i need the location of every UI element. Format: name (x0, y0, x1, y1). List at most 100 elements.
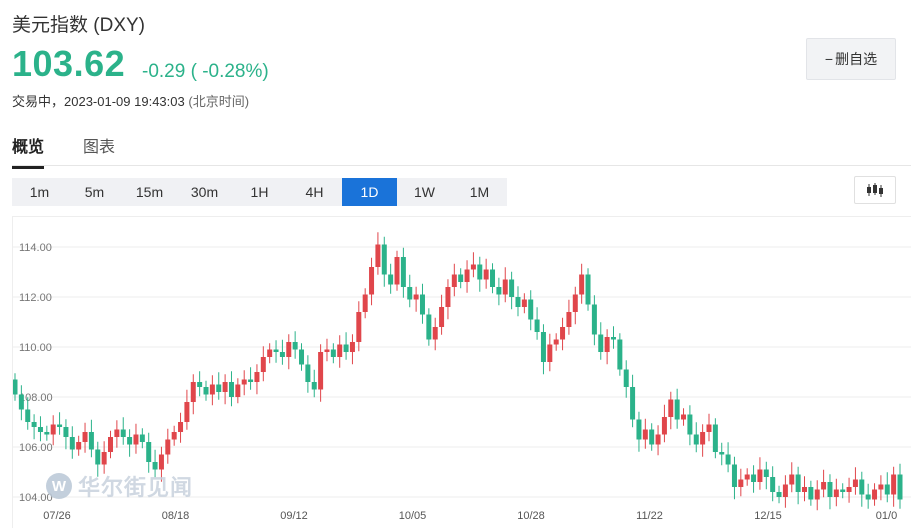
candle-body (318, 352, 324, 390)
candle-body (490, 269, 496, 287)
period-1mo[interactable]: 1M (469, 184, 490, 200)
price-chart[interactable]: 114.00 112.00 110.00 108.00 106.00 104.00 07/2… (12, 216, 911, 528)
period-4h[interactable]: 4H (305, 184, 324, 200)
candle-body (477, 264, 483, 280)
candle-body (228, 382, 234, 397)
chart-type-button[interactable] (854, 176, 896, 204)
candle-body (108, 437, 114, 452)
candlestick-chart: 114.00 112.00 110.00 108.00 106.00 104.00 07/2… (13, 232, 911, 522)
tab-overview[interactable]: 概览 (12, 133, 45, 169)
candle-body (572, 294, 578, 312)
candle-body (400, 257, 406, 287)
candle-body (878, 484, 884, 490)
candle-body (222, 382, 228, 392)
candle-body (413, 294, 419, 300)
candle-body (426, 314, 432, 340)
candle-body (388, 274, 394, 285)
candle-body (706, 424, 712, 432)
candle-body (407, 287, 413, 300)
candle-body (731, 464, 737, 487)
candle-body (88, 432, 94, 450)
candle-body (31, 422, 37, 427)
candle-body (827, 482, 833, 497)
candle-body (241, 379, 247, 385)
candle-body (184, 402, 190, 422)
y-tick-label: 114.00 (19, 242, 52, 254)
candle-body (439, 307, 445, 327)
candle-body (419, 294, 425, 315)
candle-body (458, 274, 464, 282)
candle-body (305, 364, 311, 382)
candle-body (273, 349, 279, 352)
candle-body (254, 372, 260, 382)
candle-body (821, 482, 827, 490)
candle-body (840, 489, 846, 492)
period-15m[interactable]: 15m (135, 184, 164, 200)
candle-body (719, 452, 725, 455)
candle-body (502, 279, 508, 295)
period-1w[interactable]: 1W (414, 184, 435, 200)
candle-body (324, 349, 330, 352)
candle-body (44, 432, 50, 435)
candle-body (381, 244, 387, 275)
watermark-logo-icon: W (46, 473, 72, 499)
y-tick-label: 106.00 (19, 442, 53, 454)
page-title: 美元指数 (DXY) (12, 15, 146, 36)
candle-body (630, 387, 636, 420)
candle-body (13, 379, 18, 395)
candle-body (127, 437, 133, 445)
candle-body (362, 294, 368, 312)
candle-body (343, 344, 349, 352)
period-5m[interactable]: 5m (84, 184, 105, 200)
candle-body (738, 479, 744, 487)
remove-watchlist-button[interactable]: − 删自选 (806, 38, 896, 80)
candle-body (496, 287, 502, 295)
candle-body (203, 387, 209, 395)
candle-body (852, 479, 858, 487)
candle-body (763, 469, 769, 477)
candle-body (18, 394, 24, 410)
candle-body (623, 369, 629, 387)
candle-body (197, 382, 203, 387)
x-tick-label: 11/22 (636, 510, 663, 522)
candle-body (165, 439, 171, 455)
candle-body (553, 339, 559, 345)
y-tick-label: 104.00 (19, 492, 53, 504)
period-1m[interactable]: 1m (29, 184, 50, 200)
candle-body (349, 342, 355, 352)
candle-body (776, 492, 782, 497)
candle-body (751, 474, 757, 482)
candle-body (884, 484, 890, 495)
candle-body (375, 244, 381, 267)
candle-body (668, 399, 674, 417)
period-selector: 1m 5m 15m 30m 1H 4H 1D 1W 1M (12, 178, 507, 206)
candle-body (610, 337, 616, 340)
candle-body (50, 424, 56, 435)
period-1h[interactable]: 1H (250, 184, 269, 200)
candle-body (299, 349, 305, 365)
candle-body (681, 414, 687, 420)
candle-body (617, 339, 623, 370)
candle-body (101, 452, 107, 465)
tab-bar: 概览 图表 (12, 133, 911, 169)
candle-body (178, 422, 184, 432)
tab-chart[interactable]: 图表 (83, 139, 116, 156)
candle-body (57, 424, 63, 427)
candle-body (356, 312, 362, 342)
candle-body (846, 487, 852, 492)
period-30m[interactable]: 30m (190, 184, 219, 200)
candle-body (598, 334, 604, 352)
candle-body (114, 429, 120, 437)
candle-body (464, 269, 470, 282)
period-1d[interactable]: 1D (342, 178, 397, 206)
candle-body (655, 434, 661, 445)
y-tick-label: 108.00 (19, 392, 53, 404)
watermark-text: 华尔街见闻 (78, 475, 194, 501)
candle-body (566, 312, 572, 327)
candle-body (859, 479, 865, 495)
candle-body (865, 494, 871, 500)
watermark: W 华尔街见闻 (46, 470, 193, 502)
candle-body (560, 327, 566, 340)
x-tick-label: 01/0 (876, 510, 897, 522)
candle-body (744, 474, 750, 480)
